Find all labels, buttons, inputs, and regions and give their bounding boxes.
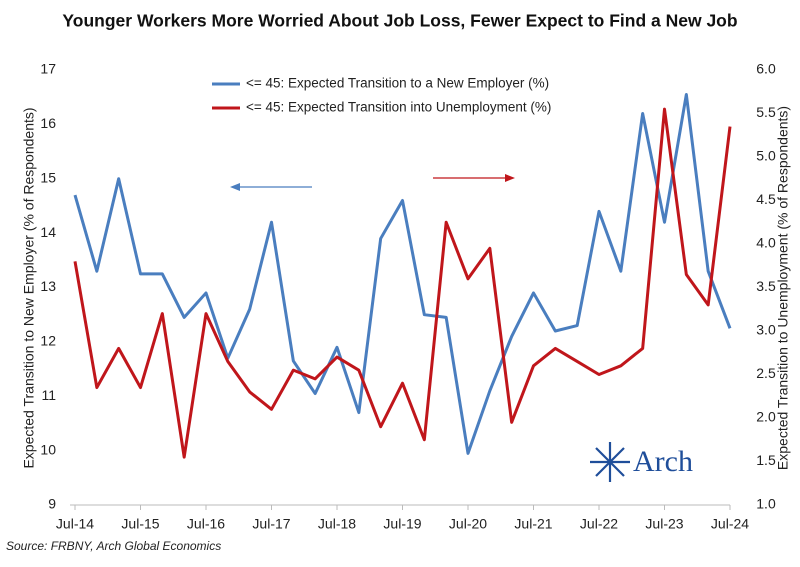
y-tick-label: 9 — [48, 496, 56, 512]
y2-tick-label: 3.5 — [756, 278, 776, 294]
logo-text: Arch — [633, 445, 693, 478]
y-tick-label: 16 — [40, 115, 56, 131]
y-tick-label: 13 — [40, 278, 56, 294]
y-tick-label: 11 — [41, 387, 56, 403]
x-tick-label: Jul-16 — [187, 516, 225, 532]
y-tick-label: 15 — [40, 169, 56, 185]
y2-tick-label: 3.0 — [756, 322, 776, 338]
x-tick-label: Jul-24 — [711, 516, 749, 532]
y2-tick-label: 2.0 — [756, 409, 776, 425]
y-tick-label: 10 — [40, 441, 56, 457]
y2-tick-label: 5.5 — [756, 104, 776, 120]
y-axis-label: Expected Transition to New Employer (% o… — [21, 107, 37, 468]
right-arrow — [433, 174, 515, 182]
y2-tick-label: 1.0 — [756, 496, 776, 512]
x-tick-label: Jul-17 — [252, 516, 290, 532]
x-tick-label: Jul-21 — [514, 516, 552, 532]
y-tick-label: 17 — [40, 61, 56, 77]
x-tick-label: Jul-23 — [645, 516, 683, 532]
legend-label: <= 45: Expected Transition to a New Empl… — [246, 76, 549, 91]
x-tick-label: Jul-19 — [383, 516, 421, 532]
y2-tick-label: 4.5 — [756, 191, 776, 207]
y2-axis-label: Expected Transition to Unemployment (% o… — [775, 106, 791, 470]
y2-tick-label: 4.0 — [756, 235, 776, 251]
x-tick-label: Jul-14 — [56, 516, 94, 532]
series-line — [73, 107, 732, 459]
x-tick-label: Jul-22 — [580, 516, 618, 532]
logo: Arch — [590, 442, 693, 482]
chart-title: Younger Workers More Worried About Job L… — [62, 11, 737, 31]
source: Source: FRBNY, Arch Global Economics — [6, 539, 221, 553]
y2-tick-label: 6.0 — [756, 61, 776, 77]
x-tick-label: Jul-18 — [318, 516, 356, 532]
legend-label: <= 45: Expected Transition into Unemploy… — [246, 100, 551, 115]
y2-tick-label: 5.0 — [756, 148, 776, 164]
y-tick-label: 12 — [40, 333, 56, 349]
y-tick-label: 14 — [40, 224, 56, 240]
y2-tick-label: 1.5 — [756, 452, 776, 468]
series-line — [73, 92, 732, 455]
x-tick-label: Jul-15 — [121, 516, 159, 532]
y2-tick-label: 2.5 — [756, 365, 776, 381]
left-arrow — [230, 183, 312, 191]
x-tick-label: Jul-20 — [449, 516, 487, 532]
